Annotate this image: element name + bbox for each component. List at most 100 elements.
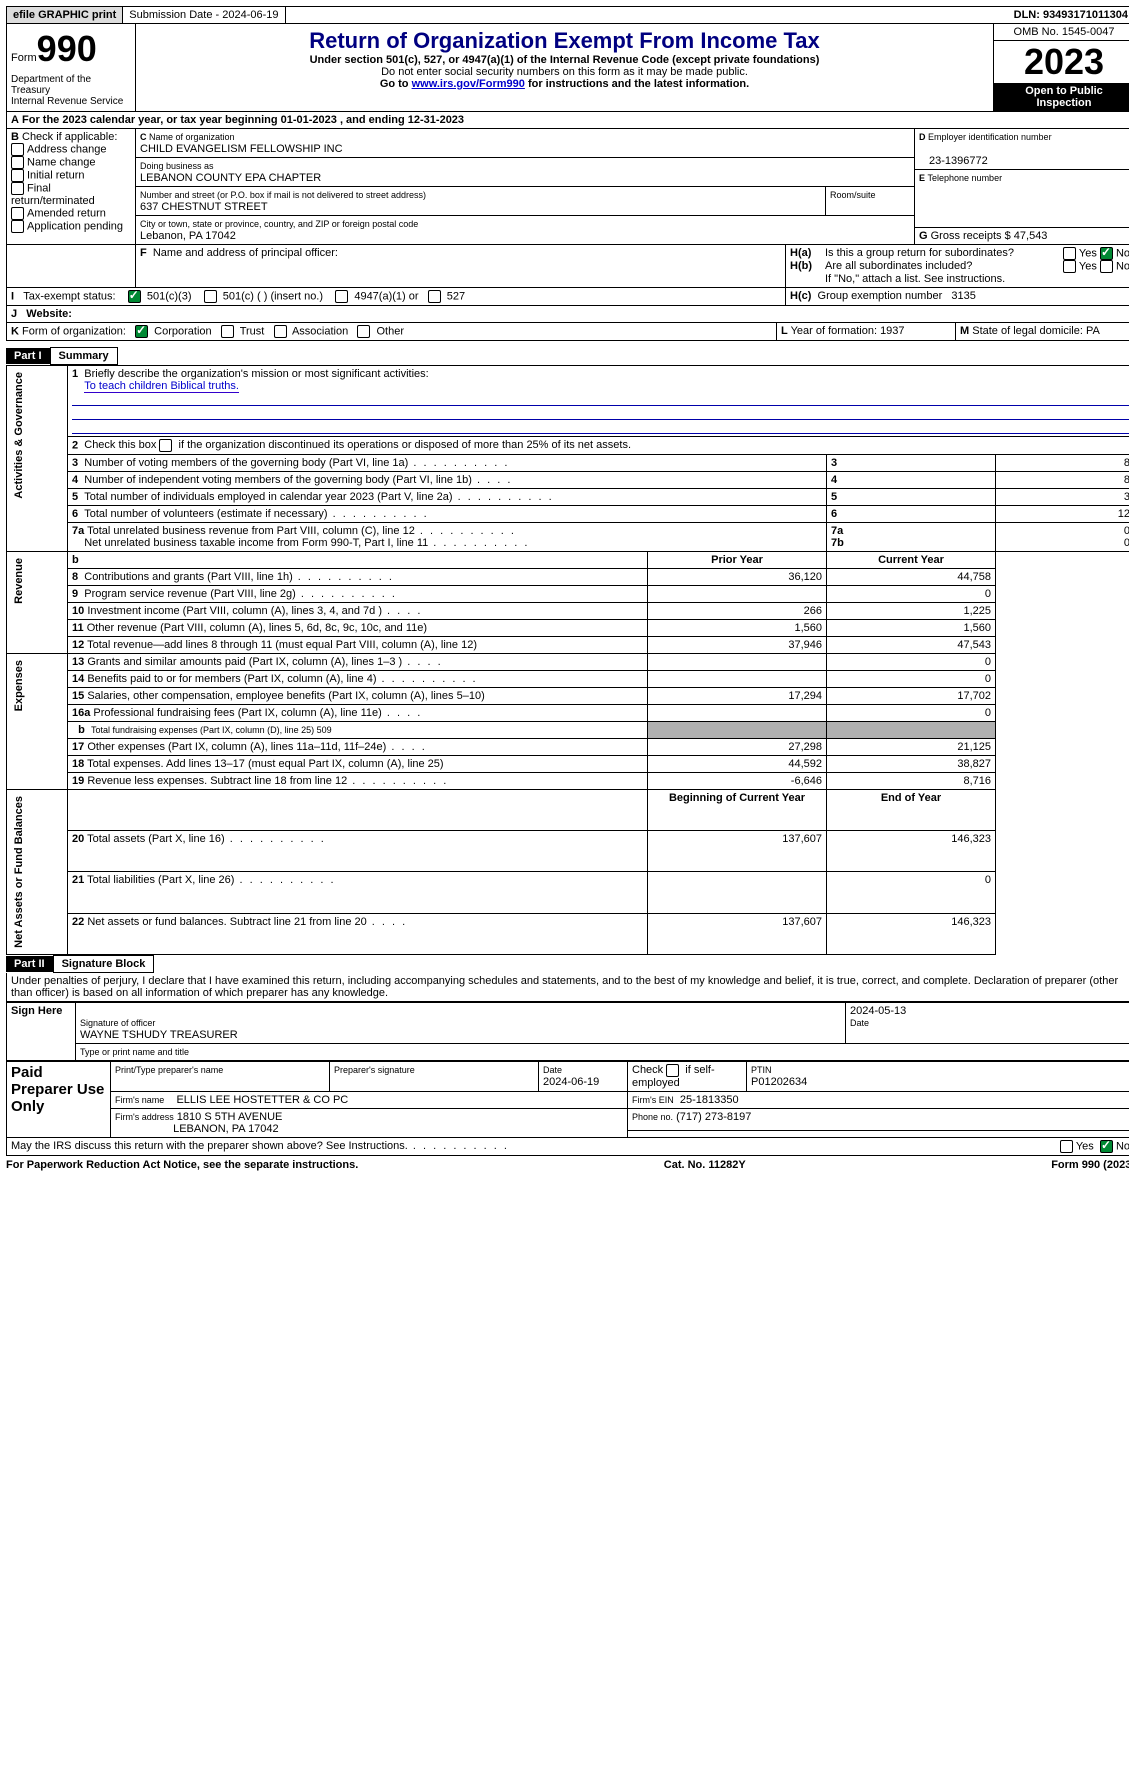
opt-501c3: 501(c)(3)	[147, 290, 192, 302]
chk-initial[interactable]	[11, 169, 24, 182]
chk-discuss-no[interactable]	[1100, 1140, 1113, 1153]
preparer-table: Paid Preparer Use Only Print/Type prepar…	[6, 1061, 1129, 1138]
h-note: If "No," attach a list. See instructions…	[790, 273, 1129, 285]
dba-label: Doing business as	[140, 161, 214, 171]
rev10-t: Investment income (Part VIII, column (A)…	[87, 605, 422, 617]
na20-t: Total assets (Part X, line 16)	[87, 833, 326, 845]
dba-value: LEBANON COUNTY EPA CHAPTER	[140, 172, 321, 184]
exp16a-p	[648, 705, 827, 722]
chk-trust[interactable]	[221, 325, 234, 338]
exp16b-t: Total fundraising expenses (Part IX, col…	[91, 725, 332, 735]
irs-link[interactable]: www.irs.gov/Form990	[412, 78, 525, 90]
page-footer: For Paperwork Reduction Act Notice, see …	[6, 1156, 1129, 1171]
ptin-label: PTIN	[751, 1065, 772, 1075]
opt-address: Address change	[27, 143, 107, 155]
chk-assoc[interactable]	[274, 325, 287, 338]
officer-label: Name and address of principal officer:	[153, 247, 338, 259]
hc-value: 3135	[951, 290, 975, 302]
chk-discontinued[interactable]	[159, 439, 172, 452]
chk-self-employed[interactable]	[666, 1064, 679, 1077]
col-end: End of Year	[827, 790, 996, 831]
chk-name-change[interactable]	[11, 156, 24, 169]
top-bar: efile GRAPHIC print Submission Date - 20…	[6, 6, 1129, 24]
part1-title: Summary	[50, 347, 118, 365]
no-label-2: No	[1116, 260, 1129, 272]
part2-title: Signature Block	[53, 955, 155, 973]
exp19-p: -6,646	[648, 773, 827, 790]
chk-501c[interactable]	[204, 290, 217, 303]
firm-name-label: Firm's name	[115, 1095, 164, 1105]
yes-label: Yes	[1079, 247, 1097, 259]
exp15-c: 17,702	[827, 688, 996, 705]
date-label: Date	[850, 1018, 869, 1028]
na21-p	[648, 872, 827, 913]
declaration: Under penalties of perjury, I declare th…	[6, 973, 1129, 1002]
exp14-t: Benefits paid to or for members (Part IX…	[87, 673, 477, 685]
chk-ha-no[interactable]	[1100, 247, 1113, 260]
chk-501c3[interactable]	[128, 290, 141, 303]
footer-right: Form 990 (2023)	[1051, 1159, 1129, 1171]
year-form-label: Year of formation:	[791, 325, 877, 337]
r5-v: 3	[996, 489, 1129, 506]
side-governance: Activities & Governance	[11, 368, 27, 503]
efile-print-button[interactable]: efile GRAPHIC print	[7, 7, 123, 23]
r6-v: 12	[996, 506, 1129, 523]
opt-corp: Corporation	[154, 325, 211, 337]
discuss-label: May the IRS discuss this return with the…	[11, 1140, 1060, 1153]
na20-c: 146,323	[827, 831, 996, 872]
exp13-t: Grants and similar amounts paid (Part IX…	[87, 656, 442, 668]
r7a-v: 0	[1124, 525, 1129, 537]
phone-label: Telephone number	[928, 173, 1003, 183]
box-b-label: Check if applicable:	[22, 131, 117, 143]
tax-year: 2023	[994, 41, 1129, 83]
exp14-c: 0	[827, 671, 996, 688]
ein-label: Employer identification number	[928, 132, 1052, 142]
self-emp-label: Check if self-employed	[632, 1064, 715, 1089]
exp18-t: Total expenses. Add lines 13–17 (must eq…	[87, 758, 443, 770]
r7b-text: Net unrelated business taxable income fr…	[84, 537, 529, 549]
goto-pre: Go to	[380, 78, 412, 90]
rev10-p: 266	[648, 603, 827, 620]
exp13-p	[648, 654, 827, 671]
exp16b-p	[648, 722, 827, 739]
rev9-t: Program service revenue (Part VIII, line…	[84, 588, 397, 600]
paid-preparer-label: Paid Preparer Use Only	[7, 1061, 111, 1137]
exp15-t: Salaries, other compensation, employee b…	[87, 690, 484, 702]
sign-here-label: Sign Here	[7, 1002, 76, 1060]
form-number: 990	[37, 28, 97, 69]
na21-c: 0	[827, 872, 996, 913]
period-line: A For the 2023 calendar year, or tax yea…	[6, 112, 1129, 129]
firm-ein-label: Firm's EIN	[632, 1095, 674, 1105]
officer-name: WAYNE TSHUDY TREASURER	[80, 1029, 238, 1041]
chk-address-change[interactable]	[11, 143, 24, 156]
signature-table: Sign Here Signature of officerWAYNE TSHU…	[6, 1002, 1129, 1061]
city-value: Lebanon, PA 17042	[140, 230, 236, 242]
open-public: Open to Public Inspection	[994, 83, 1129, 111]
chk-discuss-yes[interactable]	[1060, 1140, 1073, 1153]
website-label: Website:	[26, 308, 72, 320]
chk-amended[interactable]	[11, 207, 24, 220]
chk-corp[interactable]	[135, 325, 148, 338]
yes-label-2: Yes	[1079, 260, 1097, 272]
chk-ha-yes[interactable]	[1063, 247, 1076, 260]
chk-527[interactable]	[428, 290, 441, 303]
col-curr: Current Year	[827, 552, 996, 569]
exp16b-c	[827, 722, 996, 739]
opt-assoc: Association	[292, 325, 348, 337]
na22-p: 137,607	[648, 913, 827, 954]
exp19-t: Revenue less expenses. Subtract line 18 …	[87, 775, 448, 787]
chk-hb-yes[interactable]	[1063, 260, 1076, 273]
chk-app-pending[interactable]	[11, 220, 24, 233]
chk-hb-no[interactable]	[1100, 260, 1113, 273]
na22-t: Net assets or fund balances. Subtract li…	[87, 916, 407, 928]
chk-other[interactable]	[357, 325, 370, 338]
domicile-val: PA	[1086, 325, 1100, 337]
subtitle-1: Under section 501(c), 527, or 4947(a)(1)…	[140, 54, 989, 66]
form-org-label: Form of organization:	[22, 325, 126, 337]
opt-527: 527	[447, 290, 465, 302]
chk-final[interactable]	[11, 182, 24, 195]
exp17-t: Other expenses (Part IX, column (A), lin…	[87, 741, 426, 753]
firm-addr2: LEBANON, PA 17042	[173, 1123, 279, 1135]
chk-4947[interactable]	[335, 290, 348, 303]
r4-n: 4	[827, 472, 996, 489]
